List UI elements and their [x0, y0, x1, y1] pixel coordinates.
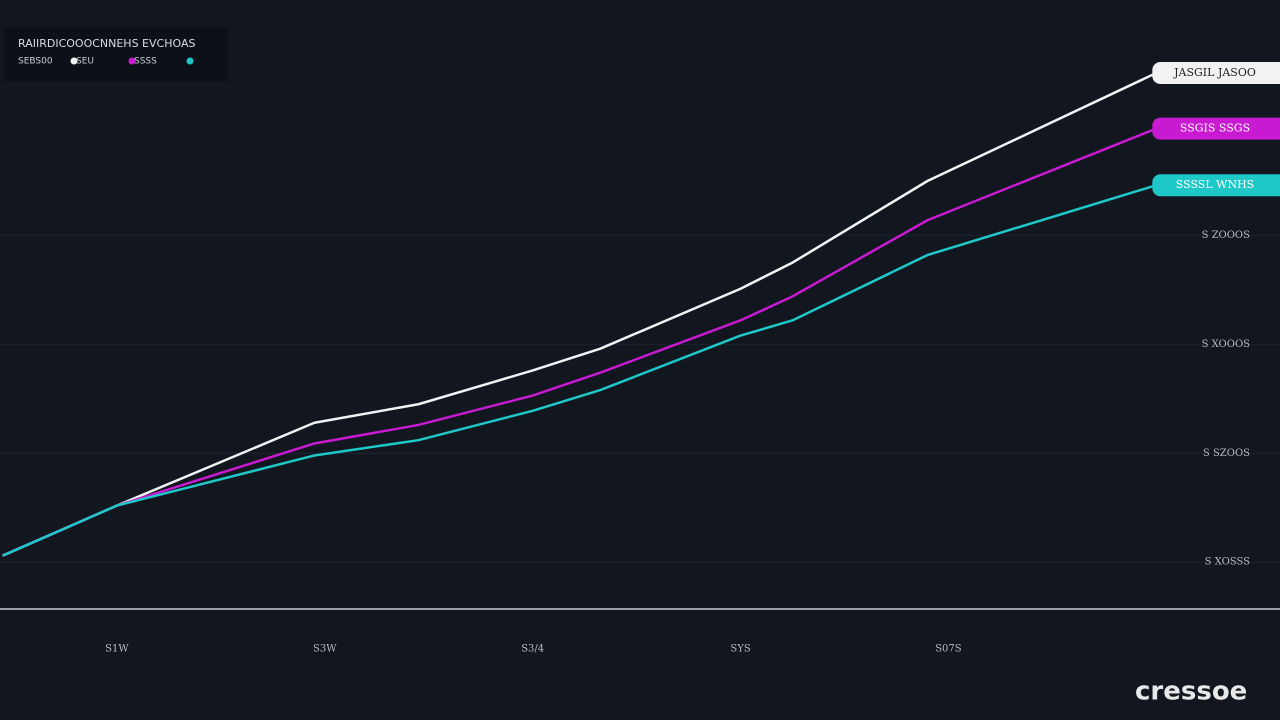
- y-tick-label: S ZOOOS: [1202, 230, 1251, 241]
- end-label: JASGIL JASOO: [1173, 66, 1256, 79]
- legend-label: SEU: [76, 57, 94, 67]
- legend-swatch: [70, 57, 78, 65]
- x-tick-label: S3W: [313, 644, 337, 655]
- legend-label: SSSS: [134, 57, 157, 67]
- chart-title: RAIIRDICOOOCNNEHS EVCHOAS: [18, 37, 195, 50]
- x-tick-label: S07S: [935, 644, 962, 655]
- series-line: [2, 184, 1157, 557]
- x-tick-label: S1W: [105, 644, 129, 655]
- end-label-tag: [1152, 117, 1280, 140]
- x-tick-label: S3/4: [521, 644, 544, 655]
- end-label-tag: [1152, 62, 1280, 85]
- legend-swatch: [128, 57, 136, 65]
- legend-label: SEBS00: [18, 57, 53, 67]
- legend-swatch: [186, 57, 194, 65]
- y-tick-label: S SZOOS: [1203, 448, 1250, 459]
- y-tick-label: S XOSSS: [1205, 557, 1251, 568]
- watermark: cressoe: [1135, 677, 1247, 707]
- legend-box: [4, 27, 228, 82]
- y-tick-label: S XOOOS: [1202, 339, 1251, 350]
- series-line: [2, 127, 1157, 557]
- series-line: [2, 71, 1157, 557]
- end-label-tag: [1152, 174, 1280, 197]
- end-label: SSSSL WNHS: [1176, 178, 1254, 191]
- x-tick-label: SYS: [730, 644, 750, 655]
- end-label: SSGIS SSGS: [1180, 122, 1250, 135]
